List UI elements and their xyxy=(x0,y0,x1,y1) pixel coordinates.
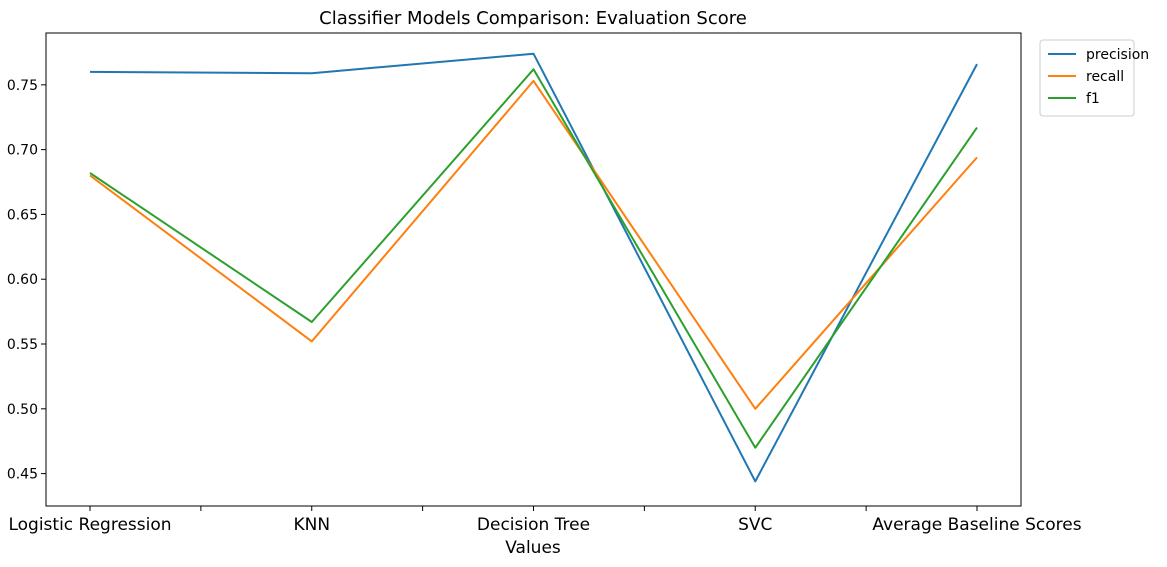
x-tick-label: Logistic Regression xyxy=(8,515,171,535)
y-axis: 0.45 0.50 0.55 0.60 0.65 0.70 0.75 xyxy=(7,78,46,483)
y-tick-label: 0.70 xyxy=(7,143,38,159)
y-tick-label: 0.65 xyxy=(7,207,38,223)
x-tick-label: Average Baseline Scores xyxy=(872,515,1081,535)
x-tick-label: KNN xyxy=(293,515,330,535)
series-line-recall xyxy=(89,79,978,410)
y-tick-label: 0.55 xyxy=(7,337,38,353)
series-layer xyxy=(89,52,978,483)
y-tick-label: 0.75 xyxy=(7,78,38,94)
x-tick-label: SVC xyxy=(738,515,772,535)
y-tick-label: 0.45 xyxy=(7,467,38,483)
legend-label-recall: recall xyxy=(1086,69,1124,85)
series-line-precision xyxy=(89,52,978,483)
y-tick-label: 0.60 xyxy=(7,272,38,288)
y-tick-label: 0.50 xyxy=(7,402,38,418)
plot-area xyxy=(45,32,1022,507)
legend: precision recall f1 xyxy=(1039,39,1149,117)
plot-frame xyxy=(45,32,1022,507)
x-axis-label: Values xyxy=(505,538,561,558)
x-tick-label: Decision Tree xyxy=(477,515,590,535)
x-axis: Logistic Regression KNN Decision Tree SVC Av… xyxy=(8,506,1082,535)
series-line-f1 xyxy=(89,68,978,449)
legend-label-precision: precision xyxy=(1086,47,1149,63)
legend-label-f1: f1 xyxy=(1086,91,1100,107)
chart-title: Classifier Models Comparison: Evaluation… xyxy=(319,8,747,29)
